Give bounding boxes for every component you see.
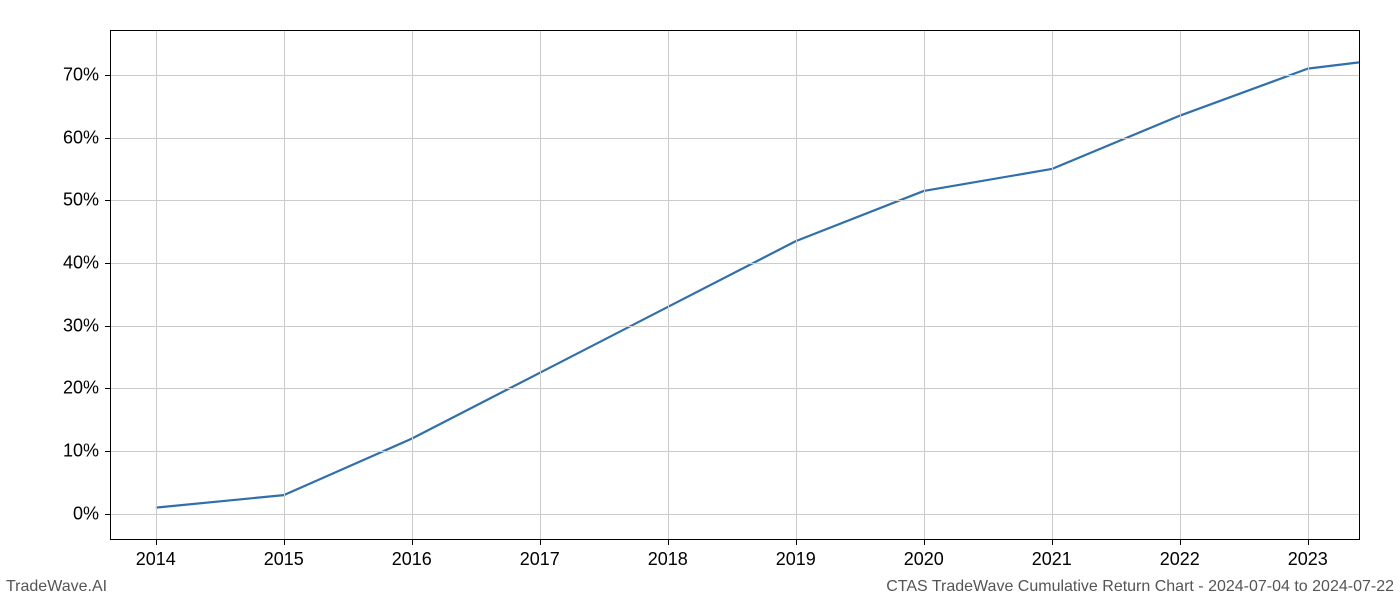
grid-line-horizontal — [111, 514, 1359, 515]
y-tick-mark — [105, 451, 111, 452]
y-tick-label: 50% — [63, 190, 99, 211]
y-tick-label: 10% — [63, 441, 99, 462]
grid-line-horizontal — [111, 75, 1359, 76]
x-tick-mark — [156, 539, 157, 545]
grid-line-vertical — [1308, 31, 1309, 539]
x-tick-label: 2014 — [136, 549, 176, 570]
footer-left-text: TradeWave.AI — [6, 578, 107, 596]
y-tick-mark — [105, 75, 111, 76]
x-tick-label: 2016 — [392, 549, 432, 570]
grid-line-vertical — [156, 31, 157, 539]
x-tick-label: 2015 — [264, 549, 304, 570]
x-tick-label: 2017 — [520, 549, 560, 570]
x-tick-mark — [796, 539, 797, 545]
x-tick-mark — [668, 539, 669, 545]
y-tick-mark — [105, 326, 111, 327]
x-tick-mark — [1180, 539, 1181, 545]
grid-line-vertical — [540, 31, 541, 539]
x-tick-label: 2020 — [904, 549, 944, 570]
y-tick-mark — [105, 263, 111, 264]
footer-right-text: CTAS TradeWave Cumulative Return Chart -… — [886, 578, 1394, 596]
x-tick-label: 2023 — [1288, 549, 1328, 570]
grid-line-horizontal — [111, 200, 1359, 201]
grid-line-horizontal — [111, 263, 1359, 264]
grid-line-vertical — [668, 31, 669, 539]
grid-line-vertical — [924, 31, 925, 539]
grid-line-vertical — [796, 31, 797, 539]
x-tick-mark — [1052, 539, 1053, 545]
x-tick-label: 2022 — [1160, 549, 1200, 570]
grid-line-horizontal — [111, 388, 1359, 389]
data-line — [111, 31, 1359, 539]
y-tick-label: 70% — [63, 64, 99, 85]
x-tick-mark — [924, 539, 925, 545]
y-tick-mark — [105, 514, 111, 515]
x-tick-mark — [540, 539, 541, 545]
y-tick-label: 30% — [63, 315, 99, 336]
y-tick-label: 40% — [63, 253, 99, 274]
plot-area: 2014201520162017201820192020202120222023… — [110, 30, 1360, 540]
y-tick-mark — [105, 200, 111, 201]
y-tick-mark — [105, 388, 111, 389]
x-tick-label: 2018 — [648, 549, 688, 570]
x-tick-mark — [284, 539, 285, 545]
x-tick-label: 2019 — [776, 549, 816, 570]
series-line — [156, 62, 1359, 507]
x-tick-label: 2021 — [1032, 549, 1072, 570]
x-tick-mark — [1308, 539, 1309, 545]
grid-line-vertical — [412, 31, 413, 539]
grid-line-horizontal — [111, 326, 1359, 327]
grid-line-horizontal — [111, 451, 1359, 452]
y-tick-label: 20% — [63, 378, 99, 399]
x-tick-mark — [412, 539, 413, 545]
grid-line-horizontal — [111, 138, 1359, 139]
grid-line-vertical — [1052, 31, 1053, 539]
y-tick-mark — [105, 138, 111, 139]
y-tick-label: 60% — [63, 127, 99, 148]
y-tick-label: 0% — [73, 503, 99, 524]
grid-line-vertical — [284, 31, 285, 539]
grid-line-vertical — [1180, 31, 1181, 539]
chart-container: 2014201520162017201820192020202120222023… — [110, 30, 1360, 540]
